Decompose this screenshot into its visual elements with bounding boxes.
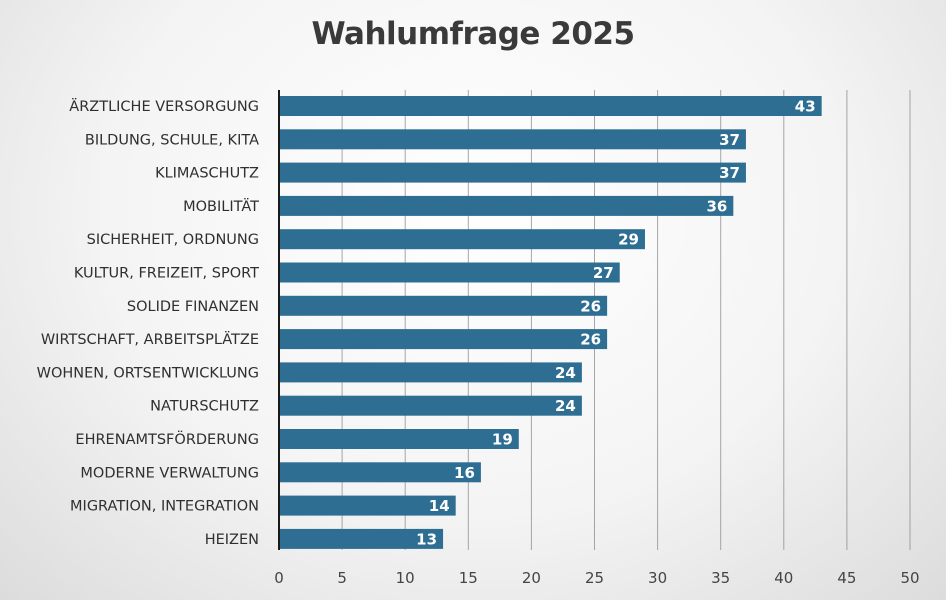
data-label: 14 [429,497,450,515]
data-label: 36 [706,197,727,215]
category-label: MOBILITÄT [183,197,259,215]
bar [279,129,746,150]
data-label: 26 [580,297,601,315]
bar [279,528,444,549]
x-tick-label: 25 [585,569,604,587]
bar [279,229,645,250]
category-label: KLIMASCHUTZ [155,166,259,182]
bar [279,362,582,383]
category-label: KULTUR, FREIZEIT, SPORT [74,266,259,282]
data-label: 16 [454,464,475,482]
x-tick-label: 5 [337,569,347,587]
chart-title: Wahlumfrage 2025 [311,16,635,52]
data-label: 19 [492,431,513,449]
x-tick-label: 20 [522,569,541,587]
bar [279,295,608,316]
data-label: 24 [555,397,576,415]
bar [279,195,734,216]
bar [279,262,620,283]
bar [279,162,746,183]
category-label: NATURSCHUTZ [150,399,259,415]
data-label: 37 [719,131,740,149]
x-tick-label: 15 [459,569,478,587]
bar [279,96,822,116]
x-tick-label: 10 [396,569,415,587]
bar [279,329,608,350]
category-label: SICHERHEIT, ORDNUNG [87,232,259,248]
data-label: 29 [618,231,639,249]
data-label: 26 [580,331,601,349]
category-label: MODERNE VERWALTUNG [80,465,259,481]
x-tick-label: 30 [648,569,667,587]
x-tick-label: 35 [711,569,730,587]
category-label: BILDUNG, SCHULE, KITA [85,132,259,148]
data-label: 24 [555,364,576,382]
data-label: 43 [795,98,816,116]
category-label: SOLIDE FINANZEN [127,299,259,315]
x-tick-label: 45 [837,569,856,587]
data-label: 37 [719,164,740,182]
category-label: WIRTSCHAFT, ARBEITSPLÄTZE [41,330,259,348]
category-label: WOHNEN, ORTSENTWICKLUNG [37,365,259,381]
x-tick-label: 0 [274,569,284,587]
x-tick-label: 50 [900,569,919,587]
data-label: 27 [593,264,614,282]
bar [279,429,519,449]
category-label: MIGRATION, INTEGRATION [70,499,259,515]
bar [279,395,582,416]
category-label: EHRENAMTSFÖRDERUNG [75,430,259,448]
category-label: HEIZEN [205,532,259,548]
category-label: ÄRZTLICHE VERSORGUNG [69,97,259,115]
data-label: 13 [416,530,437,548]
x-tick-label: 40 [774,569,793,587]
bar [279,495,456,516]
bar [279,462,481,483]
